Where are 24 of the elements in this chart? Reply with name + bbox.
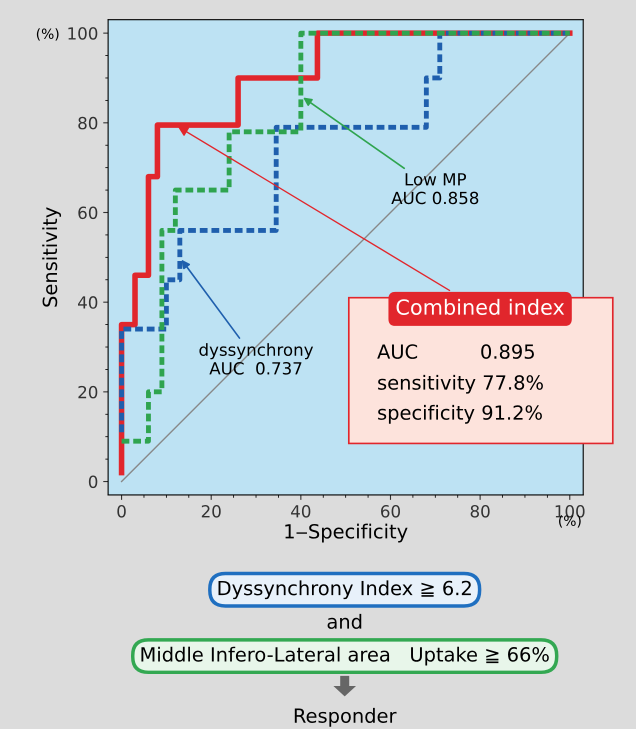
text: and xyxy=(328,614,362,629)
annotation: dyssynchrony AUC 0.737 xyxy=(199,343,314,375)
annotation: sensitivity 77.8% xyxy=(378,374,543,394)
x-tick-label: 80 xyxy=(470,505,490,518)
y-tick-label: 80 xyxy=(78,116,98,130)
y-tick-label: 60 xyxy=(78,206,98,220)
x-tick-label: 60 xyxy=(381,505,400,518)
annotation: Low MP AUC 0.858 xyxy=(391,173,478,204)
text: (%) xyxy=(36,28,59,41)
y-axis-title: Sensitivity xyxy=(42,207,62,307)
annotation: specificity 91.2% xyxy=(378,404,542,424)
y-tick-label: 40 xyxy=(78,296,98,309)
y-tick-label: 100 xyxy=(68,27,98,40)
text: Responder xyxy=(294,708,397,727)
x-tick-label: 40 xyxy=(291,505,310,518)
text: Middle Infero-Lateral area Uptake ≧ 66% xyxy=(141,646,549,666)
x-tick-label: 0 xyxy=(117,505,126,518)
x-tick-label: 20 xyxy=(202,505,221,518)
annotation: Combined index xyxy=(396,298,564,315)
y-tick-label: 20 xyxy=(78,386,98,398)
annotation: AUC 0.895 xyxy=(377,344,534,359)
text: Dyssynchrony Index ≧ 6.2 xyxy=(218,580,471,600)
x-axis-title: 1‒Specificity xyxy=(285,524,408,542)
y-tick-label: 0 xyxy=(88,476,98,488)
